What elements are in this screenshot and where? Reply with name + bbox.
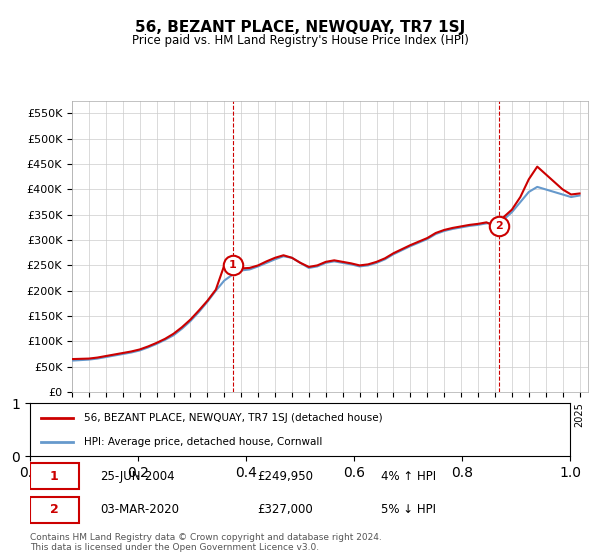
Text: 2: 2 bbox=[50, 503, 59, 516]
FancyBboxPatch shape bbox=[30, 497, 79, 523]
Text: HPI: Average price, detached house, Cornwall: HPI: Average price, detached house, Corn… bbox=[84, 436, 322, 446]
Text: 56, BEZANT PLACE, NEWQUAY, TR7 1SJ: 56, BEZANT PLACE, NEWQUAY, TR7 1SJ bbox=[135, 20, 465, 35]
Text: 25-JUN-2004: 25-JUN-2004 bbox=[100, 470, 175, 483]
Text: £327,000: £327,000 bbox=[257, 503, 313, 516]
Text: This data is licensed under the Open Government Licence v3.0.: This data is licensed under the Open Gov… bbox=[30, 543, 319, 552]
Text: 03-MAR-2020: 03-MAR-2020 bbox=[100, 503, 179, 516]
Text: 56, BEZANT PLACE, NEWQUAY, TR7 1SJ (detached house): 56, BEZANT PLACE, NEWQUAY, TR7 1SJ (deta… bbox=[84, 413, 383, 423]
Text: 1: 1 bbox=[229, 260, 236, 270]
Text: Price paid vs. HM Land Registry's House Price Index (HPI): Price paid vs. HM Land Registry's House … bbox=[131, 34, 469, 46]
Text: 1: 1 bbox=[50, 470, 59, 483]
Text: £249,950: £249,950 bbox=[257, 470, 313, 483]
Text: 4% ↑ HPI: 4% ↑ HPI bbox=[381, 470, 436, 483]
Text: Contains HM Land Registry data © Crown copyright and database right 2024.: Contains HM Land Registry data © Crown c… bbox=[30, 533, 382, 542]
Text: 5% ↓ HPI: 5% ↓ HPI bbox=[381, 503, 436, 516]
FancyBboxPatch shape bbox=[30, 464, 79, 489]
Text: 2: 2 bbox=[496, 221, 503, 231]
